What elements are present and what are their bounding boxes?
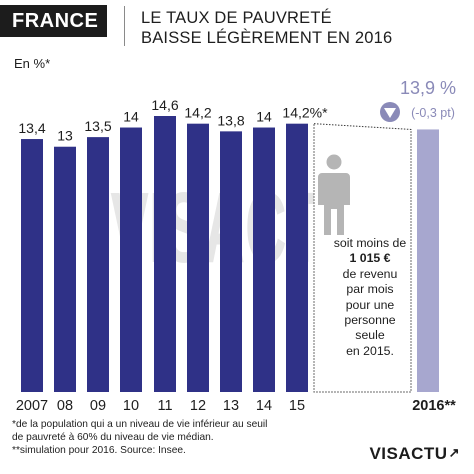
bar [220,131,242,393]
unit-label: En %* [14,56,51,71]
data-label: 14,2%* [282,105,328,121]
note-line: personne [344,313,396,328]
data-label: 13 [57,128,73,144]
x-tick-label: 09 [90,398,106,414]
note-line: en 2015. [346,343,394,358]
chart-title-line-2: BAISSE LÉGÈREMENT EN 2016 [141,29,393,47]
bars-layer [21,116,439,393]
brand-mark-icon: ↗ [448,445,460,460]
bar [120,127,142,393]
x-tick-label: 13 [223,398,239,414]
x-tick-label: 15 [289,398,305,414]
footnote-source: **simulation pour 2016. Source: Insee. [12,445,186,456]
person-body [318,173,350,235]
footnote-line: de pauvreté à 60% du niveau de vie média… [12,432,214,443]
brand-logo: VISACTU↗ [369,444,460,464]
note-line: de revenu [342,266,398,281]
highlight-value: 13,9 % [400,78,456,98]
country-tag: FRANCE [0,5,107,37]
footnotes: *de la population qui a un niveau de vie… [12,418,362,457]
data-label: 13,8 [217,112,244,128]
x-tick-label: 12 [190,398,206,414]
bar [154,116,176,392]
header: FRANCE LE TAUX DE PAUVRETÉ BAISSE LÉGÈRE… [0,0,474,50]
decoration-layer [313,102,412,393]
bar [187,123,209,393]
note-line: pour une [345,297,395,312]
highlight-change: (-0,3 pt) [411,106,455,120]
income-note: soit moins de 1 015 € de revenu par mois… [320,236,420,359]
data-label: 14,2 [184,105,211,121]
x-tick-label: 14 [256,398,272,414]
bar-projection [417,129,439,392]
x-tick-label: 11 [157,398,172,414]
bar [253,127,275,393]
note-line: par mois [346,282,394,297]
bar [286,123,308,393]
x-tick-label: 08 [57,398,73,414]
down-triangle-icon [380,102,400,122]
bar [54,146,76,392]
brand-name: VISACTU [369,444,448,463]
note-line: soit moins de [333,236,407,250]
note-line: seule [355,328,385,343]
header-divider [124,6,125,46]
data-label: 14 [123,109,139,125]
person-head [326,154,342,170]
data-label: 13,5 [84,118,111,134]
footnote-line: *de la population qui a un niveau de vie… [12,419,268,430]
x-tick-label: 10 [123,398,139,414]
bar [21,139,43,392]
triangle-arrow [384,108,396,118]
data-label: 13,4 [18,120,45,136]
data-label: 14,6 [151,97,178,113]
person-icon [318,154,350,235]
x-tick-label: 2016** [412,398,456,414]
bar [87,137,109,392]
note-amount: 1 015 € [349,251,391,266]
chart-title: LE TAUX DE PAUVRETÉ BAISSE LÉGÈREMENT EN… [141,8,392,48]
x-tick-label: 2007 [16,398,48,414]
data-label: 14 [256,109,272,125]
chart-title-line-1: LE TAUX DE PAUVRETÉ [141,9,332,27]
labels-layer: 13,9 % (-0,3 pt) 13,4 13 13,5 14 14,6 14,2 13,8 1… [16,78,456,414]
